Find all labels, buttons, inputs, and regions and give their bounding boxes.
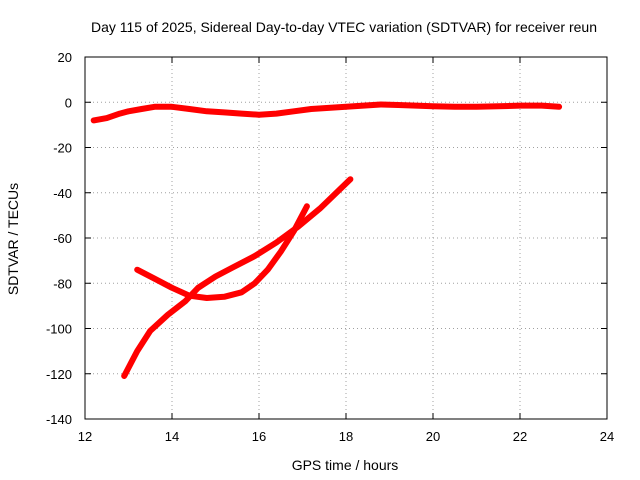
y-tick-label: -60	[53, 231, 72, 246]
x-tick-label: 22	[513, 429, 527, 444]
y-tick-label: 0	[65, 95, 72, 110]
x-tick-label: 18	[339, 429, 353, 444]
x-tick-label: 12	[78, 429, 92, 444]
chart-title: Day 115 of 2025, Sidereal Day-to-day VTE…	[91, 19, 597, 35]
y-axis-label: SDTVAR / TECUs	[5, 183, 21, 295]
y-tick-label: -100	[46, 322, 72, 337]
x-tick-label: 24	[600, 429, 614, 444]
x-axis-label: GPS time / hours	[292, 457, 399, 473]
series-arc-from-left	[134, 203, 310, 301]
series-main-trace	[90, 101, 563, 124]
y-tick-label: -80	[53, 276, 72, 291]
y-tick-label: 20	[58, 50, 72, 65]
y-tick-label: -40	[53, 186, 72, 201]
grid-lines	[85, 57, 607, 419]
y-tick-label: -120	[46, 367, 72, 382]
axis-frame: 12 14 16 18 20 22 24 20 0 -20 -40 -60 -80 -100 -120 -14…	[46, 50, 614, 444]
series-layer	[90, 101, 563, 379]
y-tick-label: -20	[53, 141, 72, 156]
x-tick-label: 14	[165, 429, 179, 444]
series-rise-from-bottom	[121, 176, 354, 379]
x-tick-label: 20	[426, 429, 440, 444]
y-tick-label: -140	[46, 412, 72, 427]
x-tick-label: 16	[252, 429, 266, 444]
